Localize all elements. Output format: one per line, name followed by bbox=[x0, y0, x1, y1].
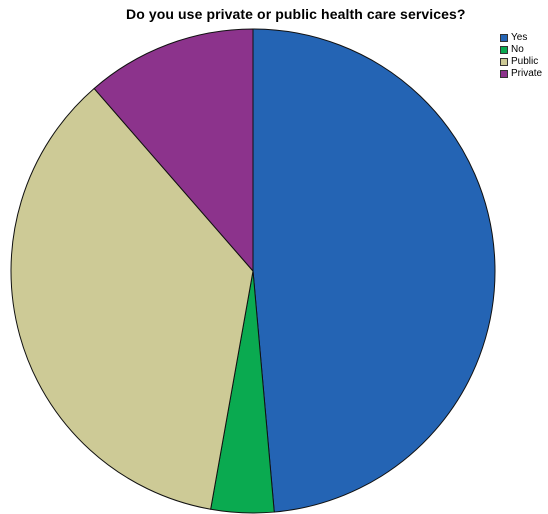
chart-title: Do you use private or public health care… bbox=[126, 6, 466, 22]
pie-slice-private bbox=[93, 28, 254, 272]
legend-item-yes: Yes bbox=[500, 32, 542, 44]
legend-item-public: Public bbox=[500, 56, 542, 68]
pie-slices bbox=[10, 28, 496, 514]
legend-label-private: Private bbox=[511, 68, 543, 79]
legend-swatch-private bbox=[500, 70, 508, 78]
pie-slice-public bbox=[10, 87, 254, 510]
legend-label-yes: Yes bbox=[511, 32, 528, 43]
legend-label-public: Public bbox=[511, 56, 539, 67]
pie-slice-yes bbox=[252, 28, 496, 513]
legend-item-private: Private bbox=[500, 68, 542, 80]
legend-label-no: No bbox=[511, 44, 524, 55]
legend-swatch-no bbox=[500, 46, 508, 54]
legend-item-no: No bbox=[500, 44, 542, 56]
legend: Yes No Public Private bbox=[500, 32, 542, 80]
legend-swatch-public bbox=[500, 58, 508, 66]
legend-swatch-yes bbox=[500, 34, 508, 42]
